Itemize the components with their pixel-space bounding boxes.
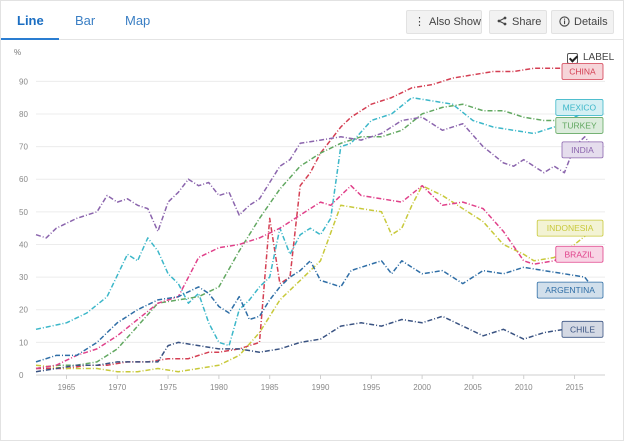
y-tick-label: 0 (19, 371, 24, 380)
x-tick-label: 1980 (210, 383, 228, 392)
x-tick-label: 1985 (261, 383, 279, 392)
x-tick-label: 2010 (515, 383, 533, 392)
series-line-china (36, 67, 595, 370)
active-tab-indicator (1, 38, 59, 40)
series-label-badge (561, 320, 604, 338)
y-tick-label: 40 (19, 240, 28, 249)
series-label-brazil: BRAZIL (565, 249, 595, 259)
ellipsis-vertical-icon: ⋮ (414, 16, 425, 28)
series-label-badge (536, 219, 604, 237)
series-line-india (35, 116, 596, 239)
series-label-badge (555, 117, 604, 134)
x-tick-label: 2005 (464, 383, 482, 392)
x-tick-label: 1970 (108, 383, 126, 392)
series-label-badge (555, 245, 604, 263)
x-tick-label: 1990 (312, 383, 330, 392)
also-show-label: Also Show (429, 16, 481, 28)
series-label-chile: CHILE (570, 324, 595, 334)
series-label-argentina: ARGENTINA (545, 285, 595, 295)
share-label: Share (512, 16, 542, 28)
label-checkbox-text: LABEL (583, 52, 615, 63)
tab-bar-chart[interactable]: Bar (75, 13, 96, 28)
info-icon (559, 11, 570, 33)
series-label-indonesia: INDONESIA (547, 223, 594, 233)
series-line-brazil (35, 184, 596, 370)
y-tick-label: 30 (19, 273, 28, 282)
y-tick-label: 20 (19, 306, 28, 315)
series-label-badge (561, 63, 604, 80)
x-tick-label: 2015 (566, 383, 584, 392)
y-axis-unit: % (14, 48, 22, 57)
y-tick-label: 10 (19, 338, 28, 347)
series-line-indonesia (35, 184, 596, 373)
share-icon (497, 11, 507, 33)
series-label-mexico: MEXICO (563, 102, 597, 112)
x-tick-label: 2000 (413, 383, 431, 392)
share-button[interactable]: Share (489, 10, 547, 34)
y-tick-label: 60 (19, 175, 28, 184)
series-line-mexico (35, 96, 596, 347)
x-tick-label: 1995 (362, 383, 380, 392)
series-label-badge (536, 281, 604, 299)
series-line-turkey (35, 103, 595, 370)
tab-bar: Line Bar Map ⋮ Also Show Share (1, 1, 623, 40)
y-tick-label: 50 (19, 208, 28, 217)
details-button[interactable]: Details (551, 10, 614, 34)
y-tick-label: 70 (19, 143, 28, 152)
details-label: Details (574, 16, 608, 28)
tab-map[interactable]: Map (125, 13, 151, 28)
series-line-argentina (35, 260, 596, 363)
series-label-india: INDIA (571, 145, 594, 155)
series-label-badge (561, 141, 604, 159)
y-tick-label: 80 (19, 110, 28, 119)
x-tick-label: 1965 (58, 383, 76, 392)
tab-line[interactable]: Line (17, 13, 44, 28)
series-label-china: CHINA (569, 67, 596, 77)
series-label-turkey: TURKEY (562, 120, 597, 130)
series-label-badge (555, 99, 604, 116)
y-tick-label: 90 (19, 77, 28, 86)
also-show-button[interactable]: ⋮ Also Show (406, 10, 482, 34)
x-tick-label: 1975 (159, 383, 177, 392)
